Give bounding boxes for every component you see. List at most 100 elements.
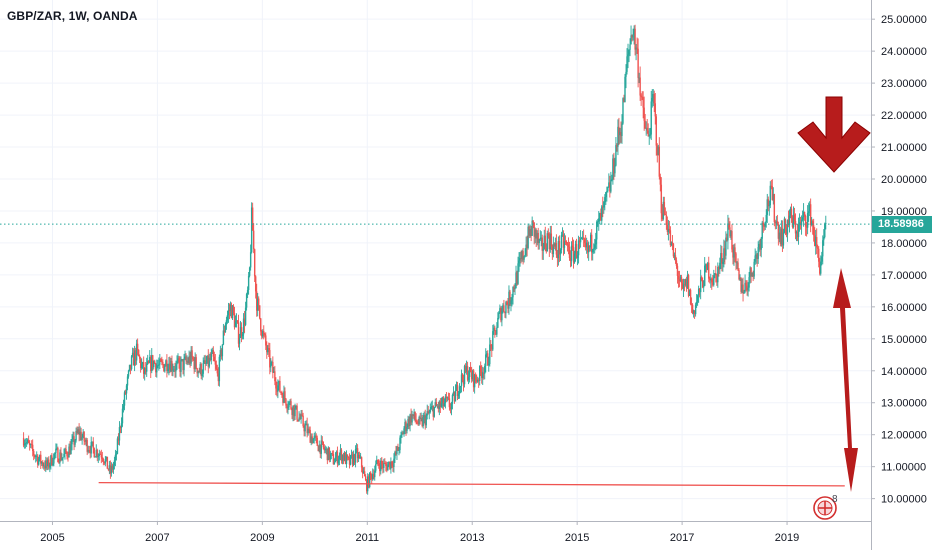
- candle-body: [264, 334, 266, 336]
- candle-body: [547, 233, 550, 236]
- candle-body: [81, 437, 83, 440]
- candle-body: [189, 356, 191, 364]
- candle-body: [671, 242, 674, 244]
- candle-body: [476, 379, 479, 382]
- candle-body: [372, 473, 374, 480]
- annotations[interactable]: [797, 96, 871, 492]
- candle-body: [427, 411, 429, 414]
- candle-body: [680, 277, 683, 283]
- candle-body: [601, 206, 603, 221]
- candle-body: [138, 356, 141, 359]
- candle-body: [324, 449, 327, 451]
- candle-body: [322, 441, 324, 448]
- candle-body: [344, 453, 347, 464]
- candle-body: [396, 446, 398, 455]
- candle-body: [786, 220, 789, 235]
- candle-body: [379, 465, 381, 472]
- double-arrow-icon[interactable]: [833, 268, 858, 492]
- candle-body: [319, 444, 321, 454]
- candle-body: [650, 101, 652, 135]
- candle-body: [212, 350, 215, 357]
- support-trendline[interactable]: [98, 481, 845, 487]
- candle-body: [818, 248, 820, 262]
- candle-body: [169, 363, 171, 372]
- candle-body: [131, 352, 134, 357]
- candle-body: [103, 461, 106, 464]
- candle-body: [701, 279, 704, 288]
- candle-body: [202, 363, 204, 374]
- candle-body: [378, 463, 380, 466]
- candle-body: [654, 103, 656, 117]
- candle-body: [675, 260, 678, 266]
- candle-body: [353, 454, 356, 463]
- candle-body: [781, 228, 784, 246]
- candle-body: [703, 285, 705, 288]
- candle-body: [762, 222, 764, 226]
- candle-body: [660, 184, 663, 214]
- candle-body: [106, 456, 109, 469]
- candle-body: [689, 289, 692, 305]
- candle-body: [621, 123, 623, 136]
- candle-body: [196, 368, 198, 374]
- candle-body: [46, 460, 48, 467]
- x-tick-label: 2009: [250, 532, 274, 544]
- candle-body: [387, 464, 389, 471]
- candle-body: [34, 455, 36, 458]
- candle-body: [245, 294, 248, 308]
- candle-body: [785, 227, 788, 235]
- candle-body: [340, 449, 343, 461]
- candle-body: [132, 352, 135, 366]
- candle-body: [614, 165, 616, 174]
- candle-body: [29, 444, 32, 446]
- candle-body: [323, 447, 326, 451]
- candle-body: [626, 56, 628, 72]
- candle-body: [486, 353, 488, 355]
- candle-body: [356, 448, 359, 459]
- candle-body: [414, 411, 416, 420]
- candle-body: [646, 127, 648, 131]
- candle-body: [431, 406, 433, 407]
- candle-body: [452, 392, 455, 395]
- candle-body: [181, 359, 183, 360]
- candle-body: [645, 127, 647, 129]
- candle-body: [57, 448, 59, 463]
- support-line[interactable]: [98, 481, 845, 487]
- candle-body: [550, 233, 553, 247]
- candle-body: [188, 356, 190, 363]
- candle-body: [774, 221, 777, 224]
- candle-body: [719, 262, 721, 270]
- candle-body: [510, 300, 512, 305]
- candle-body: [727, 223, 729, 241]
- candle-body: [523, 256, 525, 260]
- candle-body: [80, 431, 82, 440]
- candle-body: [343, 453, 346, 461]
- candle-body: [215, 364, 218, 369]
- candle-body: [178, 358, 180, 363]
- candle-body: [546, 233, 549, 252]
- candle-body: [53, 453, 55, 464]
- y-tick-label: 23.00000: [881, 78, 927, 90]
- candle-body: [473, 374, 476, 388]
- candle-body: [696, 295, 699, 302]
- candle-body: [252, 230, 255, 250]
- candle-body: [388, 461, 390, 465]
- candle-body: [495, 330, 497, 335]
- candle-body: [577, 240, 580, 256]
- down-arrow-icon[interactable]: [797, 96, 871, 173]
- candle-body: [653, 94, 655, 104]
- candle-body: [40, 454, 42, 464]
- candle-body: [28, 443, 31, 446]
- candle-body: [281, 392, 283, 396]
- candle-body: [364, 476, 367, 481]
- candle-body: [165, 360, 167, 367]
- candle-body: [89, 450, 91, 454]
- candle-body: [679, 277, 682, 282]
- candle-body: [472, 370, 475, 388]
- candle-body: [731, 231, 733, 250]
- candle-body: [303, 425, 305, 432]
- candle-body: [525, 244, 527, 255]
- candle-body: [49, 464, 51, 468]
- candle-body: [559, 250, 562, 255]
